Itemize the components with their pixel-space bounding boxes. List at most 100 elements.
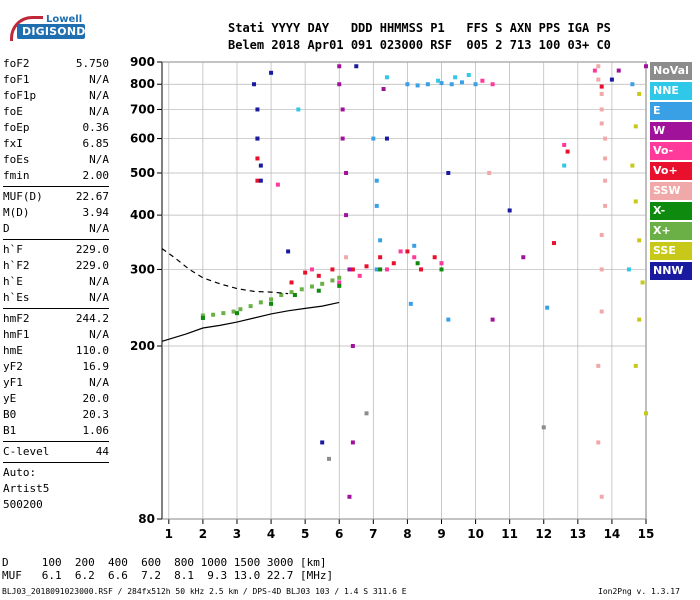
param-row-fof1p: foF1p N/A — [3, 88, 109, 104]
x-tick-label: 15 — [638, 527, 655, 541]
data-point-w — [644, 64, 648, 69]
data-point-ssw — [596, 77, 601, 82]
param-value: N/A — [89, 376, 109, 389]
x-tick-label: 14 — [604, 527, 621, 541]
divider — [3, 308, 109, 309]
logo-band — [17, 24, 85, 39]
legend-item-noval: NoVal — [650, 62, 692, 80]
data-point-ssw — [599, 233, 604, 238]
data-point-sse — [637, 238, 642, 243]
clevel-label: C-level — [3, 445, 50, 458]
y-tick-label: 900 — [130, 55, 155, 69]
x-tick-label: 8 — [403, 527, 411, 541]
data-point-w — [337, 82, 342, 87]
data-point-voplus — [565, 149, 570, 154]
param-row-foe: foE N/A — [3, 104, 109, 120]
x-tick-label: 12 — [535, 527, 552, 541]
data-point-xplus — [258, 300, 263, 305]
x-tick-label: 13 — [569, 527, 586, 541]
data-point-nnw — [354, 64, 359, 69]
data-point-sse — [637, 317, 642, 322]
data-point-e — [545, 305, 550, 310]
header-line1: Stati YYYY DAY DDD HHMMSS P1 FFS S AXN P… — [228, 21, 611, 35]
data-point-voplus — [330, 267, 335, 272]
logo-line2: DIGISONDE — [22, 25, 94, 38]
data-point-xminus — [292, 293, 297, 298]
y-tick-label: 80 — [138, 512, 155, 526]
data-point-vominus — [357, 273, 362, 278]
data-point-sse — [633, 199, 638, 204]
param-label: yE — [3, 392, 17, 405]
data-point-sse — [633, 363, 638, 368]
data-point-e — [374, 203, 379, 208]
param-value: 244.2 — [75, 312, 109, 325]
file-info: BLJ03_2018091023000.RSF / 284fx512h 50 k… — [2, 587, 407, 596]
param-label: hmF2 — [3, 312, 30, 325]
data-point-w — [350, 440, 355, 445]
data-point-ssw — [596, 440, 601, 445]
x-tick-label: 2 — [199, 527, 207, 541]
plot-frame — [161, 61, 647, 520]
data-point-xminus — [200, 315, 205, 320]
param-value: 1.06 — [82, 424, 110, 437]
data-point-e — [449, 82, 454, 87]
data-point-ssw — [596, 64, 601, 69]
distance-row: D 100 200 400 600 800 1000 1500 3000 [km… — [2, 556, 327, 569]
data-point-nne — [466, 73, 471, 78]
legend-item-e: E — [650, 102, 692, 120]
data-point-ssw — [599, 91, 604, 96]
data-point-e — [408, 301, 413, 306]
param-value: 0.36 — [82, 121, 110, 134]
param-row-d: D N/A — [3, 221, 109, 237]
data-point-w — [521, 255, 526, 260]
digisonde-logo: Lowell DIGISONDE — [6, 6, 93, 41]
data-point-e — [415, 83, 420, 88]
param-label: yF2 — [3, 360, 23, 373]
data-point-nnw — [384, 136, 389, 141]
data-point-nne — [626, 267, 631, 272]
y-tick-label: 200 — [130, 339, 155, 353]
data-point-voplus — [303, 270, 308, 275]
data-point-w — [347, 494, 352, 499]
data-point-xminus — [234, 311, 239, 316]
polarization-legend: NoVal NNE E W Vo- Vo+ SSW X- X+ SSE NNW — [650, 62, 692, 282]
data-point-xminus — [269, 301, 274, 306]
data-point-w — [347, 267, 352, 272]
param-label: foEp — [3, 121, 30, 134]
data-point-w — [344, 170, 349, 175]
version-label: Ion2Png v. 1.3.17 — [598, 587, 680, 596]
data-point-ssw — [596, 363, 601, 368]
param-value: 110.0 — [75, 344, 109, 357]
param-label: yF1 — [3, 376, 23, 389]
data-point-nnw — [286, 249, 291, 254]
param-label: foE — [3, 105, 23, 118]
auto-line: 500200 — [3, 498, 43, 511]
muf-row: MUF 6.1 6.2 6.6 7.2 8.1 9.3 13.0 22.7 [M… — [2, 569, 334, 582]
data-point-e — [630, 82, 635, 87]
param-row-ye: yE 20.0 — [3, 391, 109, 407]
data-point-e — [405, 82, 410, 87]
legend-item-w: W — [650, 122, 692, 140]
param-row-fof2: foF2 5.750 — [3, 56, 109, 72]
data-point-nne — [296, 107, 301, 112]
data-point-voplus — [419, 267, 424, 272]
y-tick-label: 400 — [130, 208, 155, 222]
param-value: N/A — [89, 153, 109, 166]
parameter-panel: foF2 5.750 foF1 N/A foF1p N/A foE N/A foEp 0.36 fx… — [3, 56, 109, 513]
param-value: 229.0 — [75, 243, 109, 256]
data-point-ssw — [603, 203, 608, 208]
param-label: D — [3, 222, 10, 235]
data-point-vominus — [384, 267, 389, 272]
divider — [3, 462, 109, 463]
data-point-nnw — [258, 178, 263, 183]
data-point-sse — [630, 163, 635, 168]
param-label: foF2 — [3, 57, 30, 70]
data-point-vominus — [592, 68, 597, 73]
param-label: hmE — [3, 344, 23, 357]
data-point-ssw — [603, 156, 608, 161]
param-row-mufd: MUF(D) 22.67 — [3, 189, 109, 205]
data-point-w — [350, 343, 355, 348]
divider — [3, 186, 109, 187]
y-tick-label: 300 — [130, 262, 155, 276]
y-tick-label: 700 — [130, 102, 155, 116]
